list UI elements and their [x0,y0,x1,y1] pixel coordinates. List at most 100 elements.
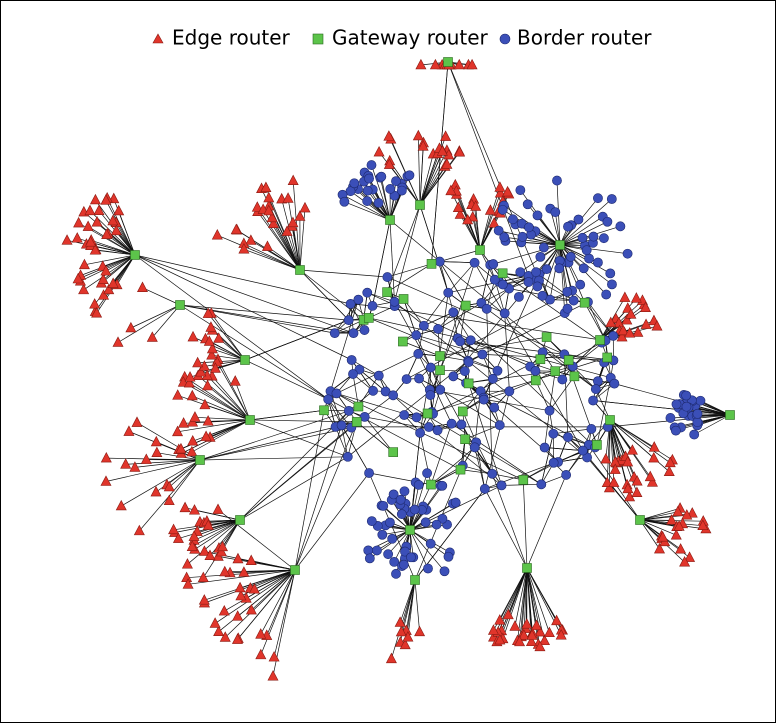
gateway-router [290,565,300,575]
link [549,371,556,411]
link [609,419,655,448]
edge-router [551,614,563,626]
edge-router [181,558,193,569]
edge-router [189,411,201,422]
edge-router [200,430,212,441]
border-router [415,427,425,438]
link [639,519,677,536]
border-router [565,251,576,262]
edge-router [103,283,115,295]
link [491,473,528,569]
edge-router [137,281,148,293]
link [237,569,296,640]
edge-router [268,650,280,662]
link [394,204,421,302]
border-router [399,486,410,497]
link [191,419,251,453]
link [192,395,251,421]
link [526,567,545,641]
link [584,302,614,337]
edge-router [78,258,90,270]
edge-router [603,481,615,493]
border-router [515,267,526,277]
link [419,150,448,206]
gateway-router [435,365,445,375]
edge-router [186,445,198,457]
edge-router [82,220,94,231]
edge-router [664,456,676,468]
edge-router [266,211,278,223]
link [439,261,467,306]
link [212,348,246,361]
edge-router [666,514,678,525]
edge-router [383,130,395,141]
link [194,519,241,550]
edge-router [494,614,506,625]
edge-router [494,181,506,192]
border-router [400,546,410,557]
link [335,426,349,457]
link [639,511,678,521]
link [609,419,651,478]
border-router [373,370,384,381]
link [572,366,597,390]
link [206,375,251,421]
edge-router [187,435,199,446]
border-router [671,399,682,410]
edge-router [679,556,691,567]
border-router [608,330,619,341]
link [493,567,528,638]
border-router [692,417,703,428]
border-router [323,394,334,405]
link [437,302,482,330]
gateway-router [555,240,565,250]
link [224,569,296,638]
edge-router [150,485,162,497]
gateway-router [460,300,471,311]
link [387,276,565,355]
border-router [465,335,476,346]
edge-router [646,476,658,487]
border-router [391,568,401,579]
border-router [437,513,448,524]
edge-router [198,594,210,605]
edge-router [203,335,215,346]
link [486,308,493,474]
border-router [588,395,598,406]
link [467,219,481,251]
border-router [665,413,676,423]
link [243,569,296,573]
border-router [389,296,400,307]
border-router [544,405,555,416]
link [193,519,241,541]
gateway-router [175,300,185,310]
edge-router [100,475,112,486]
border-router [681,401,692,412]
link [130,304,181,329]
link [80,254,136,276]
link [260,569,296,635]
edge-router [399,638,411,650]
gateway-router [426,259,437,269]
link [526,567,533,636]
link [134,254,352,361]
link [559,244,568,309]
edge-router [133,524,145,536]
edge-router [101,228,113,240]
link [440,389,500,426]
edge-router [619,291,631,302]
border-router [422,468,432,479]
edge-router [670,529,682,540]
link [447,61,529,277]
link [526,567,541,633]
edge-router [232,610,244,621]
link [179,304,349,321]
border-router [489,402,500,413]
link [587,301,606,341]
border-router [423,563,433,574]
edge-router [72,272,84,284]
link [596,377,612,445]
edge-router [684,551,696,562]
link [95,249,136,256]
edge-router [229,375,241,386]
